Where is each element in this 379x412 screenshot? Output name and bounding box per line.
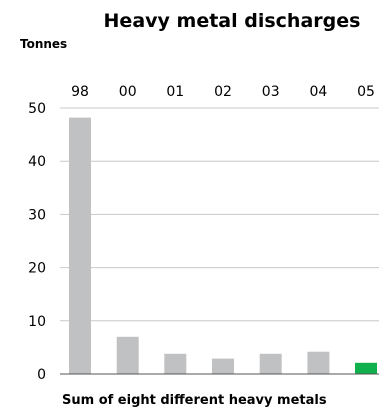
category-label-02: 02 bbox=[214, 84, 232, 100]
y-tick-labels: 0 10 20 30 40 50 bbox=[28, 101, 46, 383]
category-label-00: 00 bbox=[119, 84, 137, 100]
y-tick-label: 30 bbox=[28, 207, 46, 223]
bar-03 bbox=[259, 353, 282, 374]
category-label-05: 05 bbox=[357, 84, 375, 100]
y-tick-label: 40 bbox=[28, 154, 46, 170]
bar-02 bbox=[212, 358, 234, 374]
category-label-04: 04 bbox=[309, 84, 327, 100]
y-tick-label: 20 bbox=[28, 261, 46, 277]
category-labels: 98 00 01 02 03 04 05 bbox=[71, 84, 375, 100]
y-tick-label: 10 bbox=[28, 314, 46, 330]
chart-footnote: Sum of eight different heavy metals bbox=[62, 393, 327, 408]
category-label-01: 01 bbox=[166, 84, 184, 100]
gridlines bbox=[60, 107, 379, 322]
y-axis-unit-label: Tonnes bbox=[20, 37, 67, 51]
bars bbox=[69, 117, 377, 374]
bar-04 bbox=[307, 351, 330, 374]
y-tick-label: 0 bbox=[37, 367, 46, 383]
category-label-98: 98 bbox=[71, 84, 89, 100]
category-label-03: 03 bbox=[262, 84, 280, 100]
bar-00 bbox=[116, 336, 139, 374]
y-tick-label: 50 bbox=[28, 101, 46, 117]
bar-98 bbox=[69, 117, 91, 374]
bar-01 bbox=[164, 353, 187, 374]
chart-title: Heavy metal discharges bbox=[104, 10, 361, 32]
bar-05 bbox=[355, 362, 377, 374]
